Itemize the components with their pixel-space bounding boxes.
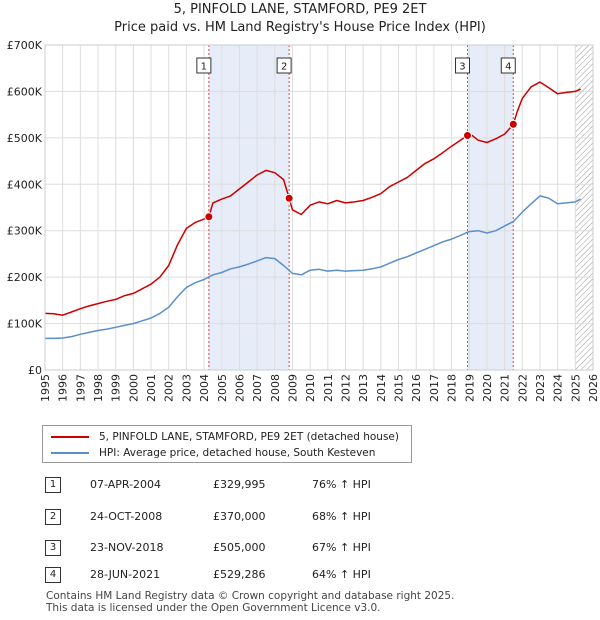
x-tick-label: 2025 [569, 374, 582, 402]
transaction-hpi-change: 67% ↑ HPI [312, 541, 371, 554]
transaction-number: 3 [45, 540, 61, 556]
x-tick-label: 2014 [375, 374, 388, 402]
price-chart: 1 2 3 4 £0 £100K £200K £300K £400K £500K £600K £700… [7, 39, 600, 402]
sale-label-box [500, 57, 516, 74]
x-tick-label: 2021 [499, 374, 512, 402]
x-tick-label: 2006 [233, 374, 246, 402]
sale-point [462, 131, 472, 141]
x-tick-label: 2018 [446, 374, 459, 402]
sale-label: 2 [281, 62, 287, 73]
y-tick-label: £400K [7, 178, 43, 191]
y-tick-label: £500K [7, 132, 43, 145]
y-tick-label: £300K [7, 225, 43, 238]
x-tick-label: 2011 [322, 374, 335, 402]
sale-label-box [196, 57, 212, 74]
table-row: 1 07-APR-2004 £329,995 76% ↑ HPI [0, 477, 600, 495]
transaction-number: 4 [45, 567, 61, 583]
chart-subtitle: Price paid vs. HM Land Registry's House … [114, 20, 486, 35]
chart-title: 5, PINFOLD LANE, STAMFORD, PE9 2ET [173, 2, 427, 17]
shaded-period [467, 45, 514, 370]
table-row: 4 28-JUN-2021 £529,286 64% ↑ HPI [0, 567, 600, 585]
transaction-date: 07-APR-2004 [90, 478, 162, 491]
x-tick-label: 2017 [428, 374, 441, 402]
legend-property-swatch [51, 436, 89, 438]
x-tick-label: 1998 [92, 374, 105, 402]
transaction-price: £329,995 [213, 478, 266, 491]
table-row: 3 23-NOV-2018 £505,000 67% ↑ HPI [0, 540, 600, 558]
sale-label: 3 [459, 62, 465, 73]
x-tick-label: 1995 [39, 374, 52, 402]
legend-item-hpi: HPI: Average price, detached house, Sout… [51, 446, 375, 460]
x-tick-label: 2007 [251, 374, 264, 402]
transaction-price: £370,000 [213, 510, 266, 523]
x-tick-label: 2001 [145, 374, 158, 402]
forecast-hatch [575, 45, 593, 370]
hpi-series-line [45, 195, 581, 340]
x-tick-label: 1999 [110, 374, 123, 402]
plot-frame [44, 44, 594, 371]
y-tick-label: £0 [28, 364, 42, 377]
transaction-number: 2 [45, 509, 61, 525]
legend-hpi-swatch [51, 452, 89, 454]
x-tick-label: 2019 [463, 374, 476, 402]
x-tick-label: 2003 [180, 374, 193, 402]
transaction-hpi-change: 76% ↑ HPI [312, 478, 371, 491]
y-tick-label: £600K [7, 85, 43, 98]
y-tick-label: £100K [7, 318, 43, 331]
x-tick-label: 2026 [587, 374, 600, 402]
sale-label: 1 [201, 62, 207, 73]
shaded-period [208, 45, 290, 370]
property-series-line [44, 81, 581, 316]
footer-licence: This data is licensed under the Open Gov… [46, 602, 381, 614]
x-tick-label: 1996 [57, 374, 70, 402]
sale-point [284, 193, 294, 203]
y-tick-label: £200K [7, 271, 43, 284]
x-tick-label: 2023 [534, 374, 547, 402]
x-tick-label: 2022 [516, 374, 529, 402]
sale-point [204, 212, 214, 222]
transaction-date: 24-OCT-2008 [90, 510, 163, 523]
table-row: 2 24-OCT-2008 £370,000 68% ↑ HPI [0, 509, 600, 527]
footer: Contains HM Land Registry data © Crown c… [46, 590, 454, 614]
legend: 5, PINFOLD LANE, STAMFORD, PE9 2ET (deta… [42, 425, 412, 463]
x-tick-label: 2020 [481, 374, 494, 402]
transaction-number: 1 [45, 477, 61, 493]
legend-item-property: 5, PINFOLD LANE, STAMFORD, PE9 2ET (deta… [51, 430, 399, 444]
legend-hpi-label: HPI: Average price, detached house, Sout… [99, 447, 376, 459]
x-tick-label: 2008 [269, 374, 282, 402]
transaction-price: £529,286 [213, 568, 266, 581]
x-tick-label: 1997 [74, 374, 87, 402]
x-tick-label: 2002 [163, 374, 176, 402]
x-tick-label: 2024 [552, 374, 565, 402]
transaction-date: 28-JUN-2021 [90, 568, 161, 581]
transaction-hpi-change: 68% ↑ HPI [312, 510, 371, 523]
x-tick-label: 2013 [357, 374, 370, 402]
x-tick-label: 2004 [198, 374, 211, 402]
x-tick-label: 2010 [304, 374, 317, 402]
transaction-hpi-change: 64% ↑ HPI [312, 568, 371, 581]
x-tick-label: 2005 [216, 374, 229, 402]
x-tick-label: 2000 [127, 374, 140, 402]
x-tick-label: 2009 [286, 374, 299, 402]
x-tick-label: 2012 [340, 374, 353, 402]
y-tick-label: £700K [7, 39, 43, 52]
sale-label: 4 [505, 62, 511, 73]
sale-point [508, 119, 518, 129]
x-tick-label: 2015 [393, 374, 406, 402]
footer-copyright: Contains HM Land Registry data © Crown c… [46, 590, 455, 602]
transaction-date: 23-NOV-2018 [90, 541, 164, 554]
x-tick-label: 2016 [410, 374, 423, 402]
sale-label-box [454, 57, 470, 74]
legend-property-label: 5, PINFOLD LANE, STAMFORD, PE9 2ET (deta… [99, 431, 399, 443]
sale-label-box [276, 57, 292, 74]
transaction-price: £505,000 [213, 541, 266, 554]
